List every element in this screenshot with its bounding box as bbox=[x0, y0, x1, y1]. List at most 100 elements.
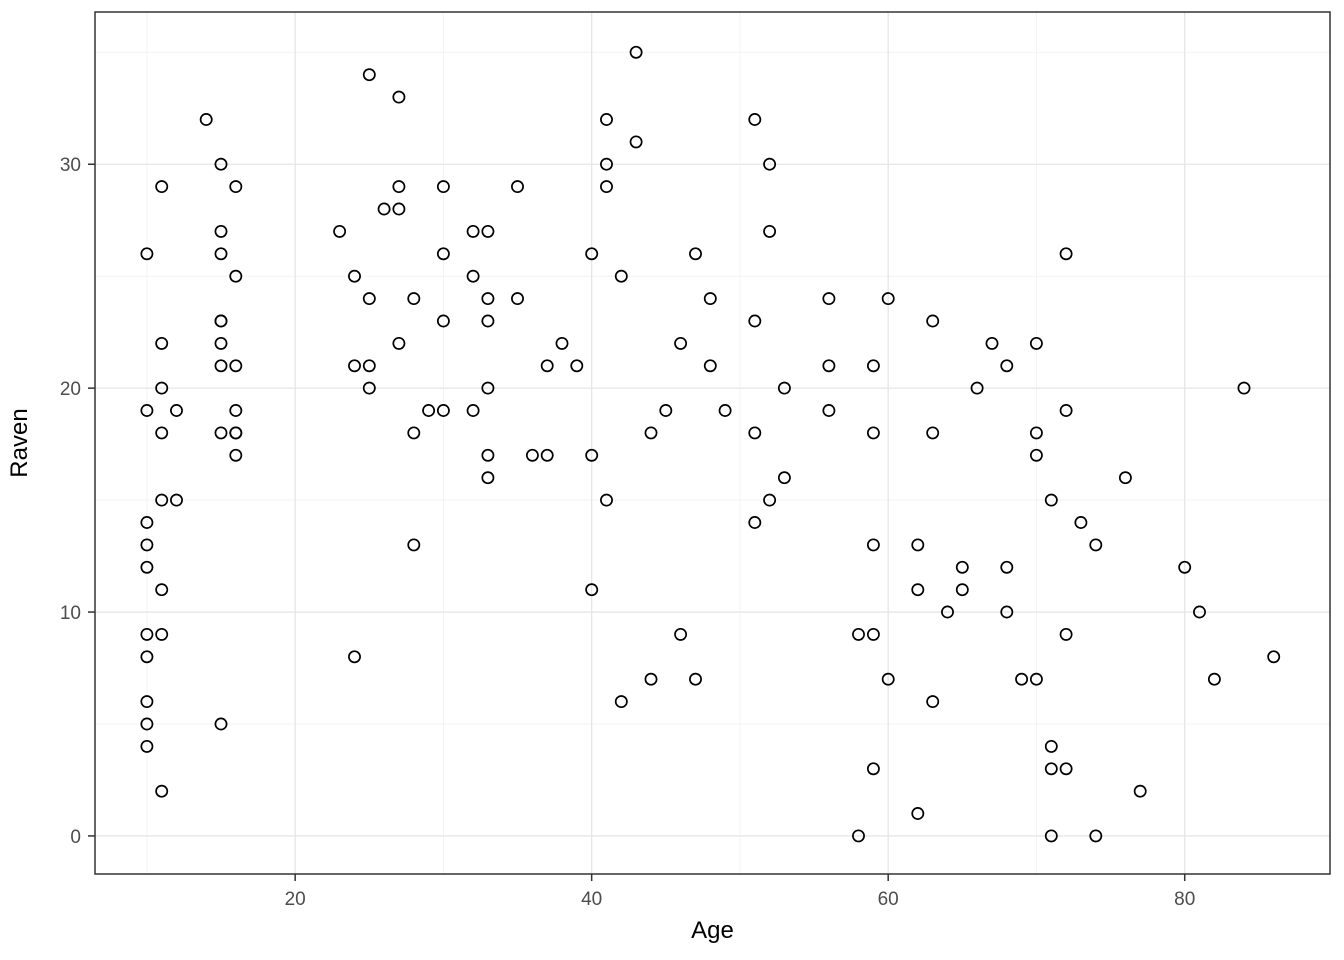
data-point bbox=[1059, 404, 1073, 417]
data-point bbox=[436, 180, 450, 194]
data-point bbox=[214, 359, 228, 373]
data-point bbox=[140, 695, 154, 709]
data-point bbox=[214, 426, 228, 440]
data-point bbox=[941, 605, 954, 619]
data-point bbox=[229, 404, 243, 417]
data-point bbox=[362, 381, 376, 395]
data-point bbox=[629, 135, 643, 149]
data-point bbox=[748, 113, 762, 126]
data-point bbox=[955, 560, 969, 574]
data-point bbox=[362, 68, 376, 82]
data-point bbox=[466, 224, 480, 238]
data-point bbox=[763, 157, 777, 171]
major-gridlines bbox=[95, 12, 1330, 874]
data-point bbox=[155, 583, 169, 597]
data-point bbox=[229, 269, 243, 283]
data-point bbox=[674, 627, 688, 641]
data-point bbox=[229, 448, 243, 462]
minor-gridlines bbox=[95, 12, 1330, 874]
data-point bbox=[866, 538, 880, 552]
data-point bbox=[703, 359, 717, 373]
data-point bbox=[1059, 627, 1073, 641]
y-tick-label: 20 bbox=[60, 379, 81, 400]
data-point bbox=[407, 426, 421, 440]
data-point bbox=[1089, 538, 1103, 552]
data-point bbox=[866, 627, 880, 641]
data-point bbox=[555, 336, 569, 350]
data-point bbox=[1029, 426, 1043, 440]
data-point bbox=[822, 359, 836, 373]
data-point bbox=[881, 672, 895, 686]
data-point bbox=[985, 336, 999, 350]
data-point bbox=[674, 336, 688, 350]
data-point bbox=[955, 583, 969, 597]
x-tick-label: 60 bbox=[878, 889, 899, 910]
data-points-layer bbox=[140, 45, 1281, 843]
data-point bbox=[1044, 762, 1058, 776]
data-point bbox=[585, 583, 599, 597]
data-point bbox=[170, 493, 183, 507]
data-point bbox=[1237, 381, 1251, 395]
data-point bbox=[481, 471, 495, 485]
data-point bbox=[911, 583, 925, 597]
x-tick-label: 80 bbox=[1174, 889, 1195, 910]
y-axis-title: Raven bbox=[6, 408, 33, 477]
data-point bbox=[1059, 247, 1073, 261]
data-point bbox=[362, 292, 376, 306]
data-point bbox=[229, 426, 243, 440]
data-point bbox=[585, 448, 599, 462]
data-point bbox=[866, 426, 880, 440]
data-point bbox=[407, 538, 421, 552]
data-point bbox=[970, 381, 984, 395]
data-point bbox=[1193, 605, 1206, 619]
data-point bbox=[348, 359, 361, 373]
data-point bbox=[926, 426, 940, 440]
axis-tick-labels: 20 40 60 80 0 10 20 30 bbox=[60, 155, 1195, 910]
data-point bbox=[1015, 672, 1029, 686]
data-point bbox=[481, 314, 495, 328]
data-point bbox=[511, 180, 524, 194]
data-point bbox=[718, 404, 732, 417]
data-point bbox=[822, 292, 836, 306]
data-point bbox=[481, 381, 495, 395]
data-point bbox=[214, 314, 228, 328]
data-point bbox=[822, 404, 836, 417]
data-point bbox=[140, 247, 154, 261]
data-point bbox=[748, 516, 762, 529]
x-axis-title: Age bbox=[691, 917, 734, 944]
y-tick-label: 0 bbox=[70, 827, 81, 848]
data-point bbox=[911, 538, 925, 552]
data-point bbox=[585, 247, 599, 261]
data-point bbox=[600, 113, 613, 126]
data-point bbox=[1178, 560, 1192, 574]
data-point bbox=[348, 650, 361, 664]
data-point bbox=[1000, 605, 1014, 619]
data-point bbox=[1029, 448, 1043, 462]
data-point bbox=[1044, 829, 1058, 843]
data-point bbox=[214, 247, 228, 261]
data-point bbox=[570, 359, 584, 373]
data-point bbox=[763, 224, 777, 238]
data-point bbox=[852, 829, 865, 843]
data-point bbox=[600, 157, 613, 171]
data-point bbox=[703, 292, 717, 306]
x-tick-label: 40 bbox=[581, 889, 602, 910]
data-point bbox=[644, 672, 658, 686]
data-point bbox=[436, 247, 450, 261]
data-point bbox=[614, 695, 628, 709]
data-point bbox=[748, 314, 762, 328]
data-point bbox=[481, 448, 495, 462]
data-point bbox=[436, 314, 450, 328]
data-point bbox=[926, 314, 940, 328]
data-point bbox=[214, 224, 228, 238]
data-point bbox=[1207, 672, 1221, 686]
data-point bbox=[140, 560, 154, 574]
data-point bbox=[1267, 650, 1281, 664]
data-point bbox=[170, 404, 183, 417]
data-point bbox=[155, 426, 169, 440]
data-point bbox=[614, 269, 628, 283]
data-point bbox=[1074, 516, 1088, 529]
data-point bbox=[362, 359, 376, 373]
data-point bbox=[1118, 471, 1132, 485]
